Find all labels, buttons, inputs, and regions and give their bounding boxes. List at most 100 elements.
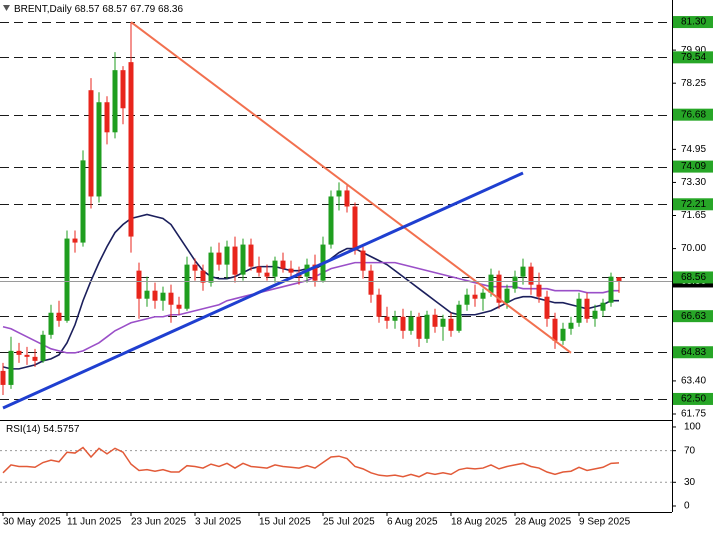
level-label-box	[673, 271, 713, 284]
candle-body	[512, 276, 518, 289]
rsi-tick-label: 0	[684, 501, 690, 512]
level-label: 74.09	[681, 161, 706, 172]
candle-body	[544, 296, 550, 319]
candle-body	[272, 260, 278, 277]
level-label: 66.63	[681, 311, 706, 322]
candle-body	[104, 102, 110, 133]
candle-body	[408, 316, 414, 331]
level-label: 64.83	[681, 347, 706, 358]
x-tick-label: 11 Jun 2025	[67, 517, 122, 528]
candle-body	[24, 354, 30, 357]
candle-body	[168, 292, 174, 305]
candle-body	[40, 334, 46, 361]
candle-body	[72, 238, 78, 243]
candle-body	[384, 316, 390, 321]
level-label-box	[673, 198, 713, 211]
candle-body	[416, 316, 422, 339]
candle-body	[472, 294, 478, 299]
rsi-line	[2, 446, 620, 478]
x-tick-label: 28 Aug 2025	[515, 517, 572, 528]
candle-body	[96, 102, 102, 197]
candle-body	[552, 318, 558, 341]
candle-body	[568, 322, 574, 329]
candle-body	[560, 328, 566, 341]
header-high: 68.57	[102, 4, 127, 15]
candle-body	[520, 266, 526, 277]
level-label: 72.21	[681, 199, 706, 210]
x-tick-label: 9 Sep 2025	[579, 517, 631, 528]
chart-header: BRENT,Daily 68.57 68.57 67.79 68.36	[14, 4, 183, 15]
y-tick-label: 78.25	[681, 78, 706, 89]
rsi-value: 54.5757	[43, 424, 80, 435]
candle-body	[48, 312, 54, 335]
x-tick-label: 25 Jul 2025	[323, 517, 375, 528]
candle-body	[480, 292, 486, 299]
candle-body	[496, 274, 502, 303]
candle-body	[208, 252, 214, 283]
candle-body	[504, 288, 510, 303]
candle-body	[600, 302, 606, 311]
level-label: 81.30	[681, 17, 706, 28]
candle-body	[456, 304, 462, 331]
candle-body	[280, 260, 286, 269]
rsi-header: RSI(14) 54.5757	[6, 424, 80, 435]
trendline	[2, 171, 524, 410]
candle-body	[336, 190, 342, 197]
candle-body	[256, 266, 262, 273]
candle-body	[64, 238, 70, 321]
level-label: 68.56	[681, 272, 706, 283]
candle-body	[608, 276, 614, 303]
rsi-tick-label: 100	[684, 422, 701, 433]
candle-body	[216, 252, 222, 265]
candle-body	[424, 314, 430, 339]
x-tick-label: 30 May 2025	[3, 517, 61, 528]
candle-body	[288, 268, 294, 273]
candle-body	[88, 90, 94, 197]
front-layer: 68.3681.3079.5476.6874.0972.2168.5666.63…	[0, 16, 713, 478]
level-label: 62.50	[681, 394, 706, 405]
candle-body	[144, 290, 150, 299]
candle-body	[16, 350, 22, 355]
candle-body	[120, 70, 126, 109]
candle-body	[616, 277, 622, 282]
rsi-title: RSI(14)	[6, 424, 40, 435]
candle-body	[376, 294, 382, 317]
level-label: 79.54	[681, 52, 706, 63]
x-tick-label: 23 Jun 2025	[131, 517, 186, 528]
level-label-box	[673, 392, 713, 405]
candle-body	[80, 160, 86, 243]
candle-body	[488, 274, 494, 293]
candle-body	[464, 294, 470, 305]
y-tick-label: 71.65	[681, 210, 706, 221]
candle-body	[32, 356, 38, 361]
candle-body	[56, 312, 62, 321]
x-tick-label: 15 Jul 2025	[259, 517, 311, 528]
x-tick-label: 18 Aug 2025	[451, 517, 508, 528]
candle-body	[224, 246, 230, 265]
candle-body	[136, 270, 142, 299]
x-tick-label: 6 Aug 2025	[387, 517, 438, 528]
symbol-title: BRENT,Daily	[14, 4, 72, 15]
y-tick-label: 73.30	[681, 177, 706, 188]
trendline	[130, 21, 572, 354]
level-label-box	[673, 51, 713, 64]
candle-body	[0, 370, 6, 385]
candle-body	[360, 250, 366, 271]
rsi-tick-label: 70	[684, 445, 696, 456]
candle-body	[440, 318, 446, 327]
header-low: 67.79	[130, 4, 155, 15]
candle-body	[312, 264, 318, 281]
candle-body	[232, 246, 238, 275]
candle-body	[344, 190, 350, 207]
level-label-box	[673, 346, 713, 359]
menu-icon	[3, 5, 10, 11]
candle-body	[192, 264, 198, 271]
candle-body	[400, 316, 406, 331]
candle-body	[592, 310, 598, 319]
level-label-box	[673, 16, 713, 29]
candle-body	[352, 206, 358, 251]
x-tick-label: 3 Jul 2025	[195, 517, 242, 528]
candle-body	[584, 298, 590, 319]
candle-body	[368, 270, 374, 295]
